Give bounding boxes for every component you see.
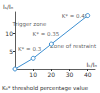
svg-text:K* = 0.45: K* = 0.45 <box>61 12 89 19</box>
svg-text:K* = 0.3: K* = 0.3 <box>18 46 42 52</box>
svg-text:K* = 0.35: K* = 0.35 <box>33 31 60 37</box>
svg-text:Trigger zone: Trigger zone <box>12 21 47 28</box>
svg-text:5: 5 <box>9 48 13 55</box>
svg-text:Zone of restraint: Zone of restraint <box>50 43 97 49</box>
svg-text:10: 10 <box>5 30 13 37</box>
svg-text:30: 30 <box>66 71 74 78</box>
svg-text:Iₖ/Iₙ: Iₖ/Iₙ <box>86 61 97 68</box>
svg-text:K₀* threshold percentage value: K₀* threshold percentage value <box>2 85 89 92</box>
svg-text:10: 10 <box>29 71 37 78</box>
svg-text:20: 20 <box>48 71 56 78</box>
svg-text:Iₛ/Iₙ: Iₛ/Iₙ <box>3 3 14 10</box>
svg-text:40: 40 <box>84 71 92 78</box>
